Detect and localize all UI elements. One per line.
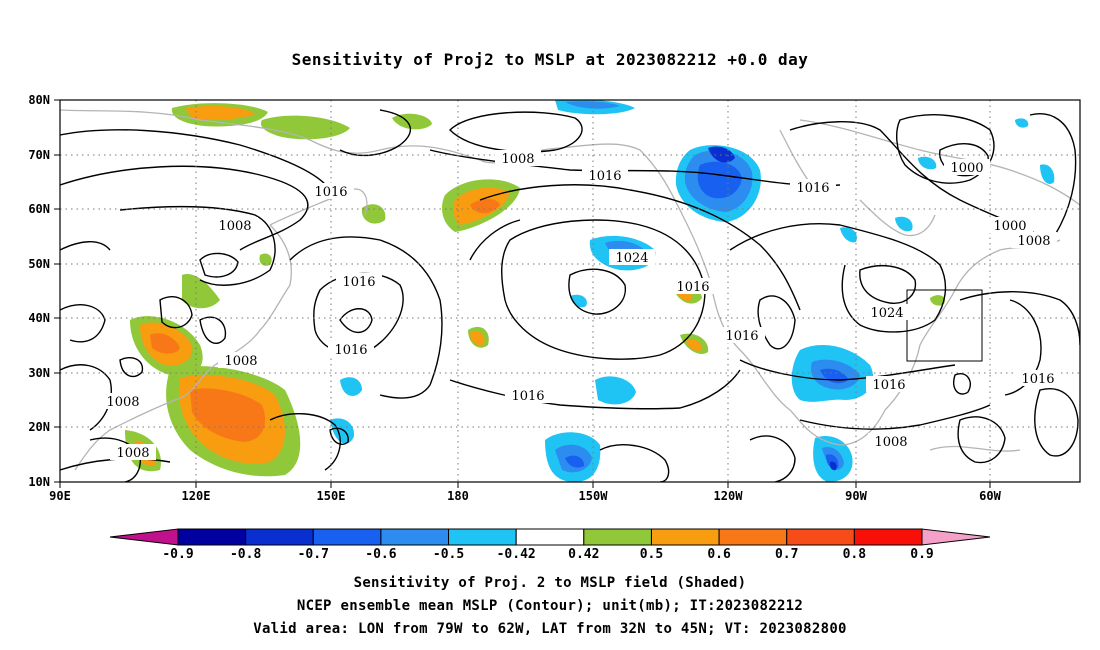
lat-label: 50N xyxy=(28,257,50,271)
contour-label: 1008 xyxy=(212,217,258,234)
caption-line-3: Valid area: LON from 79W to 62W, LAT fro… xyxy=(253,621,847,637)
lon-label: 90W xyxy=(845,489,867,503)
contour-label: 1016 xyxy=(328,341,374,358)
contour-label: 1016 xyxy=(308,183,354,200)
svg-text:1016: 1016 xyxy=(1021,372,1054,387)
lon-label: 90E xyxy=(49,489,71,503)
colorbar-cell xyxy=(245,528,314,546)
lon-label: 180 xyxy=(447,489,469,503)
colorbar-cell xyxy=(718,528,788,546)
caption-line-2: NCEP ensemble mean MSLP (Contour); unit(… xyxy=(296,598,804,614)
svg-text:1008: 1008 xyxy=(1017,234,1050,249)
valid-area-box xyxy=(906,289,983,362)
svg-text:1016: 1016 xyxy=(314,185,347,200)
svg-text:1000: 1000 xyxy=(950,161,983,176)
colorbar-label: -0.5 xyxy=(433,547,464,562)
latitude-labels: 80N 70N 60N 50N 40N 30N 20N 10N xyxy=(28,93,50,489)
colorbar-cell xyxy=(448,528,517,546)
svg-text:1008: 1008 xyxy=(501,152,534,167)
contour-label: 1016 xyxy=(1015,370,1061,387)
lat-label: 30N xyxy=(28,366,50,380)
colorbar-cell xyxy=(786,528,855,546)
colorbar-label: -0.9 xyxy=(162,547,193,562)
contour-label: 1016 xyxy=(719,327,765,344)
colorbar-low-extension xyxy=(109,528,179,546)
svg-text:1016: 1016 xyxy=(725,329,758,344)
lat-label: 80N xyxy=(28,93,50,107)
colorbar-cell xyxy=(853,528,923,546)
contour-label: 1000 xyxy=(987,217,1033,234)
svg-text:1016: 1016 xyxy=(588,169,621,184)
colorbar-cell xyxy=(515,528,585,546)
colorbar-label: -0.7 xyxy=(298,547,329,562)
lat-label: 20N xyxy=(28,420,50,434)
svg-text:1008: 1008 xyxy=(218,219,251,234)
contour-label: 1008 xyxy=(218,352,264,369)
colorbar-label: 0.42 xyxy=(568,547,599,562)
lat-label: 60N xyxy=(28,202,50,216)
lat-label: 70N xyxy=(28,148,50,162)
svg-text:1016: 1016 xyxy=(334,343,367,358)
colorbar-label: 0.5 xyxy=(640,547,663,562)
colorbar-label: 0.7 xyxy=(775,547,798,562)
svg-text:1008: 1008 xyxy=(116,446,149,461)
contour-label: 1016 xyxy=(336,273,382,290)
map-title: Sensitivity of Proj2 to MSLP at 20230822… xyxy=(291,50,809,69)
svg-text:1016: 1016 xyxy=(342,275,375,290)
contour-label: 1000 xyxy=(944,159,990,176)
colorbar-cell xyxy=(177,528,247,546)
svg-text:1024: 1024 xyxy=(615,251,648,266)
colorbar-label: -0.42 xyxy=(497,547,536,562)
colorbar-label: -0.8 xyxy=(230,547,261,562)
colorbar-cell xyxy=(583,528,652,546)
colorbar-cell xyxy=(650,528,720,546)
contour-label: 1024 xyxy=(609,249,655,266)
caption-line-1: Sensitivity of Proj. 2 to MSLP field (Sh… xyxy=(353,575,747,591)
svg-text:1024: 1024 xyxy=(870,306,903,321)
colorbar-label: -0.6 xyxy=(365,547,396,562)
svg-text:1008: 1008 xyxy=(224,354,257,369)
svg-text:1016: 1016 xyxy=(872,378,905,393)
lon-label: 60W xyxy=(979,489,1001,503)
lon-label: 150W xyxy=(579,489,609,503)
contour-label: 1016 xyxy=(866,376,912,393)
contour-labels: 1008 1016 1016 1000 1000 1008 1008 1016 … xyxy=(100,150,1061,461)
svg-text:1008: 1008 xyxy=(874,435,907,450)
svg-text:1000: 1000 xyxy=(993,219,1026,234)
contour-label: 1016 xyxy=(670,278,716,295)
contour-label: 1008 xyxy=(495,150,541,167)
lat-label: 10N xyxy=(28,475,50,489)
contour-label: 1024 xyxy=(864,304,910,321)
colorbar-label: 0.9 xyxy=(910,547,933,562)
svg-text:1008: 1008 xyxy=(106,395,139,410)
contour-label: 1016 xyxy=(790,179,836,196)
colorbar-cell xyxy=(380,528,450,546)
contour-label: 1008 xyxy=(110,444,156,461)
longitude-labels: 90E 120E 150E 180 150W 120W 90W 60W xyxy=(49,489,1001,503)
contour-label: 1008 xyxy=(1011,232,1057,249)
colorbar-cell xyxy=(312,528,382,546)
axis-ticks xyxy=(54,99,991,488)
colorbar-label: 0.6 xyxy=(707,547,731,562)
colorbar: -0.9 -0.8 -0.7 -0.6 -0.5 -0.42 0.42 0.5 0.6 0.7 0.… xyxy=(109,528,991,562)
contour-label: 1016 xyxy=(582,167,628,184)
lon-label: 150E xyxy=(317,489,346,503)
sensitivity-shading xyxy=(125,100,1055,482)
lat-label: 40N xyxy=(28,311,50,325)
contour-label: 1008 xyxy=(868,433,914,450)
lon-label: 120W xyxy=(714,489,744,503)
colorbar-high-extension xyxy=(921,528,991,546)
contour-label: 1016 xyxy=(505,387,551,404)
plot-frame xyxy=(59,99,1081,483)
svg-text:1016: 1016 xyxy=(511,389,544,404)
lon-label: 120E xyxy=(182,489,211,503)
contour-label: 1008 xyxy=(100,393,146,410)
svg-text:1016: 1016 xyxy=(796,181,829,196)
svg-text:1016: 1016 xyxy=(676,280,709,295)
colorbar-label: 0.8 xyxy=(843,547,867,562)
